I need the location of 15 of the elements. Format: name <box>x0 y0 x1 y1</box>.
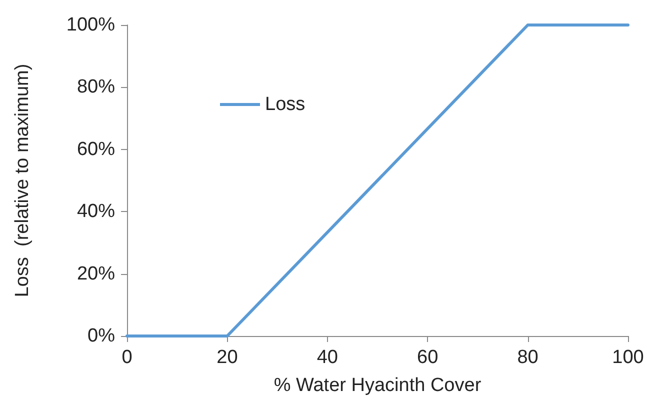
y-tick-label: 40% <box>76 201 116 222</box>
y-axis-title: Loss (relative to maximum) <box>12 64 33 298</box>
x-axis-title: % Water Hyacinth Cover <box>274 375 482 396</box>
x-tick-label: 0 <box>122 347 132 368</box>
y-tick-label: 60% <box>76 138 116 160</box>
y-tick-label: 0% <box>88 326 116 346</box>
y-tick-label: 80% <box>76 76 116 98</box>
x-tick-label: 40 <box>316 347 338 368</box>
x-tick-label: 60 <box>417 347 438 368</box>
x-tick-label: 100 <box>612 347 644 368</box>
y-tick-label: 100% <box>66 14 116 36</box>
y-tick-label: 20% <box>76 263 116 284</box>
x-tick-label: 80 <box>517 347 538 368</box>
legend-label: Loss <box>265 94 306 115</box>
x-tick-label: 20 <box>216 347 238 368</box>
